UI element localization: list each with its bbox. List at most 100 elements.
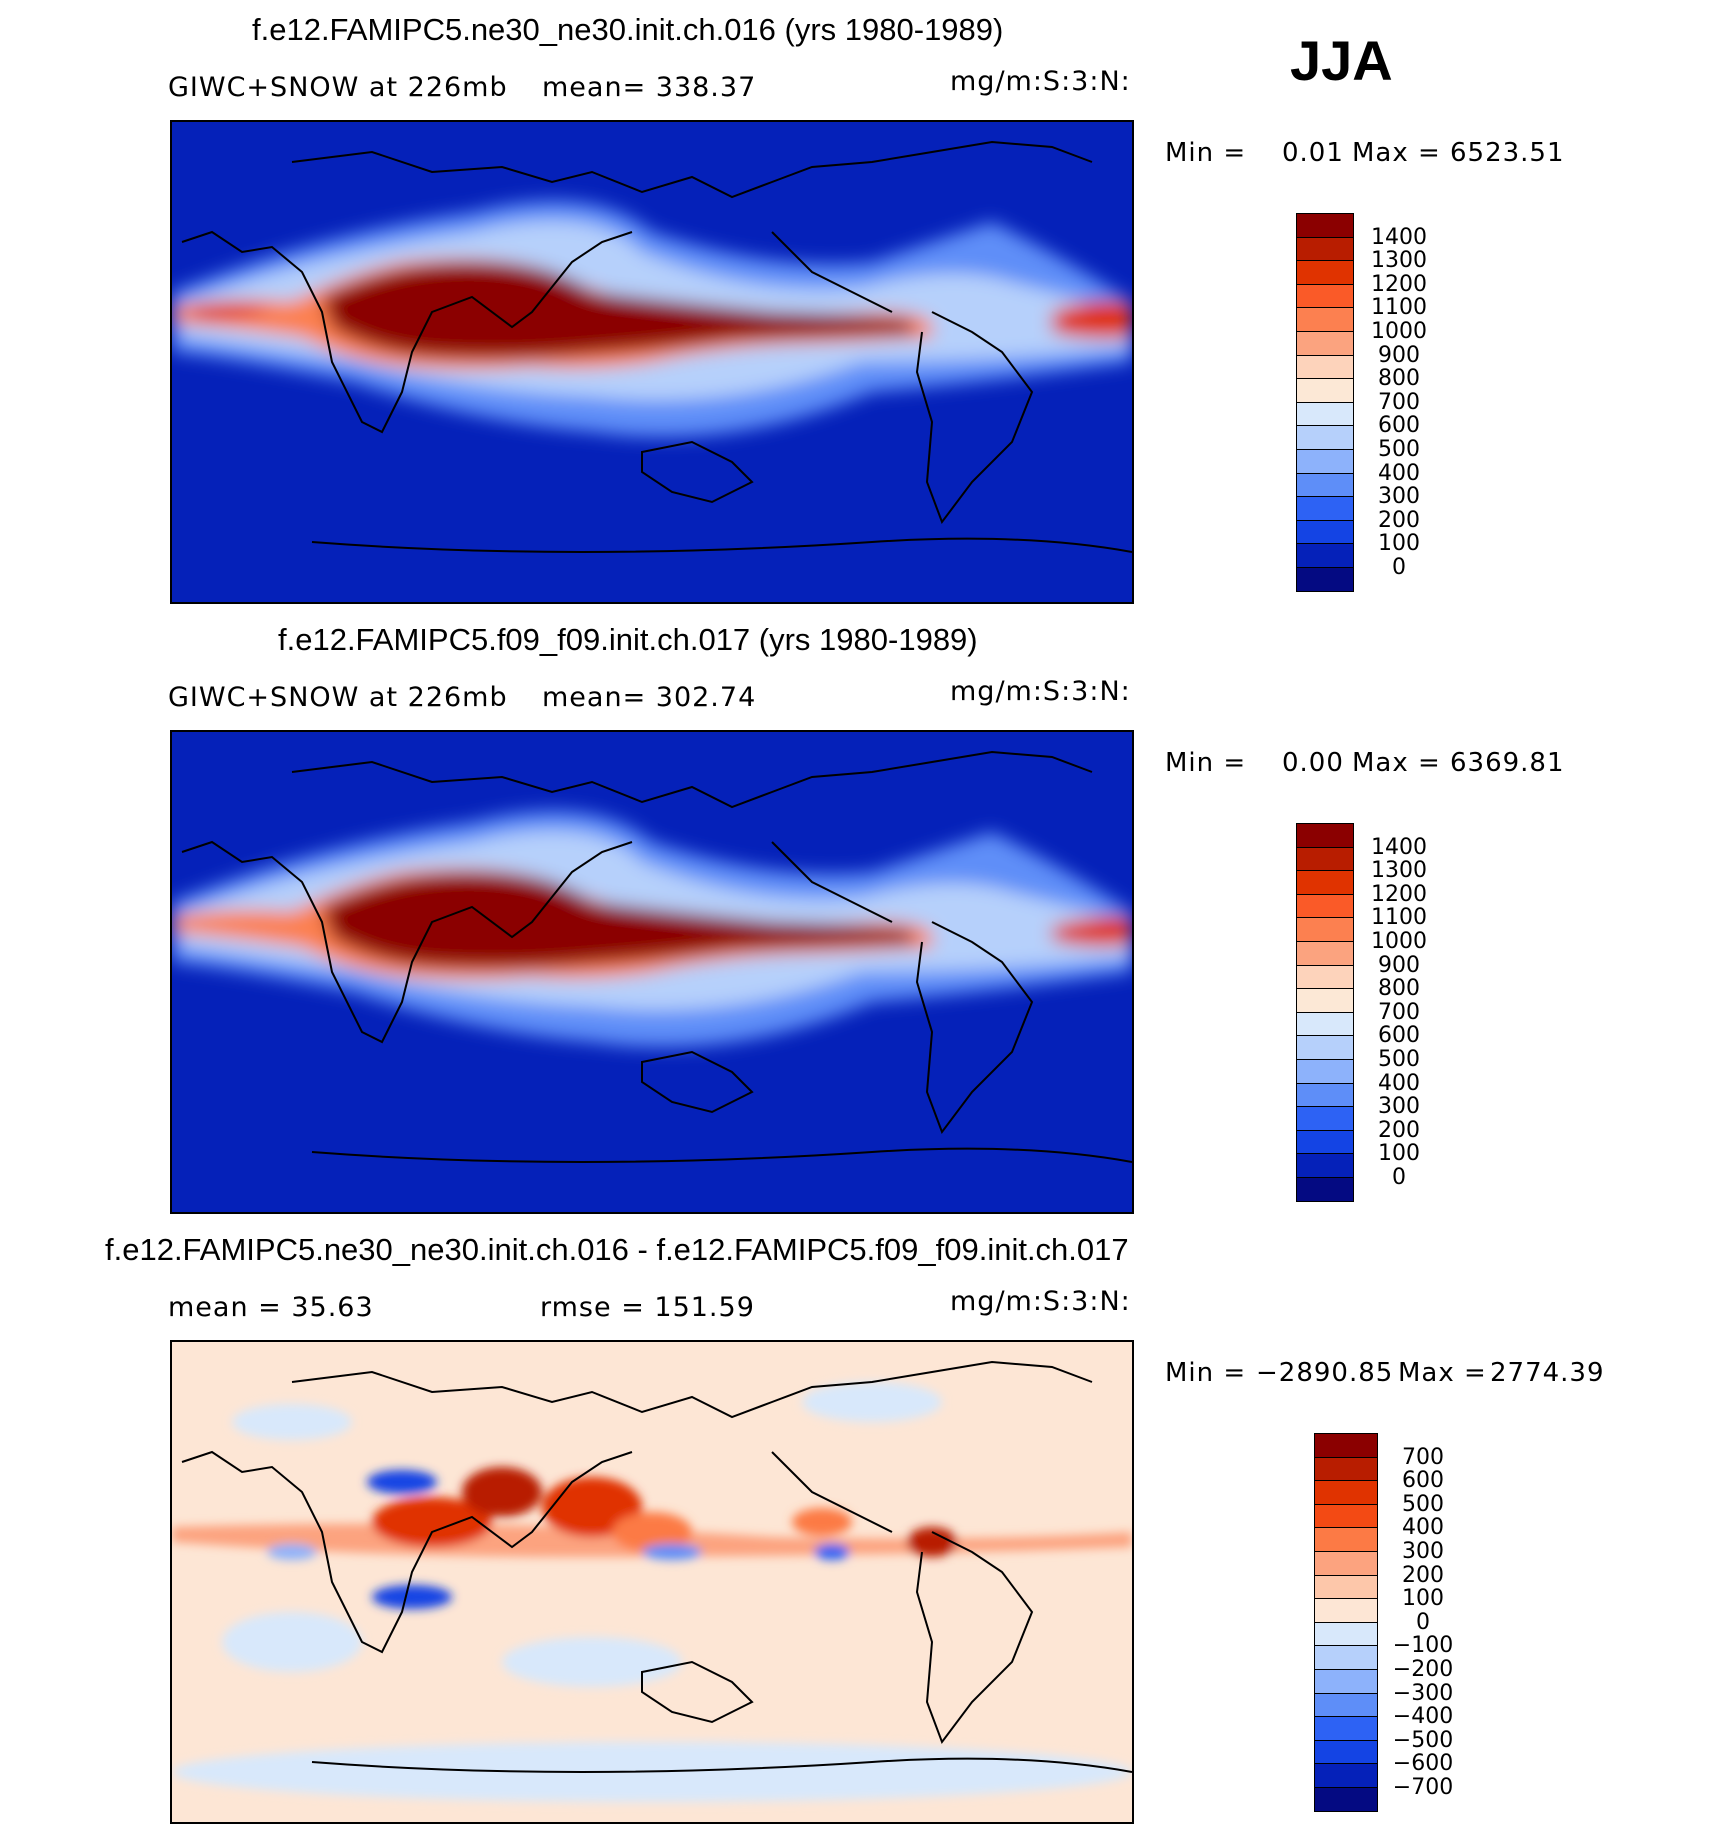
map-panel — [170, 1340, 1134, 1824]
colorbar-label: −200 — [1392, 1657, 1454, 1682]
colorbar-label: 700 — [1378, 999, 1420, 1025]
colorbar-swatch — [1296, 988, 1354, 1013]
colorbar-swatch — [1296, 1082, 1354, 1108]
rmse-label: rmse = 151.59 — [540, 1292, 755, 1323]
units-label: mg/m:S:3:N: — [950, 66, 1131, 97]
panel-title: f.e12.FAMIPC5.f09_f09.init.ch.017 (yrs 1… — [278, 622, 978, 657]
colorbar-swatch — [1296, 870, 1354, 895]
colorbar-label: 600 — [1402, 1468, 1444, 1494]
min-label: Min = — [1165, 748, 1247, 778]
colorbar-label: 1100 — [1371, 295, 1427, 321]
panel-title: f.e12.FAMIPC5.ne30_ne30.init.ch.016 - f.… — [105, 1232, 1129, 1267]
colorbar-label: 300 — [1378, 484, 1420, 510]
colorbar-swatch — [1296, 425, 1354, 450]
colorbar-label: 0 — [1416, 1609, 1430, 1635]
colorbar-label: 400 — [1378, 460, 1420, 486]
min-value: −2890.85 — [1256, 1358, 1394, 1388]
colorbar-swatch — [1296, 354, 1354, 380]
colorbar-label: 800 — [1378, 366, 1420, 392]
colorbar-label: 400 — [1378, 1070, 1420, 1096]
colorbar-swatch — [1296, 472, 1354, 498]
colorbar-swatch — [1296, 449, 1354, 474]
min-value: 0.01 — [1282, 138, 1344, 168]
colorbar-label: 500 — [1378, 1047, 1420, 1072]
colorbar-swatch — [1296, 941, 1354, 966]
panel-title: f.e12.FAMIPC5.ne30_ne30.init.ch.016 (yrs… — [252, 12, 1004, 47]
colorbar-swatch — [1296, 236, 1354, 262]
colorbar-swatch — [1314, 1503, 1378, 1529]
colorbar-swatch — [1314, 1692, 1378, 1718]
colorbar-swatch — [1314, 1551, 1378, 1576]
colorbar-swatch — [1296, 893, 1354, 919]
colorbar-swatch — [1314, 1574, 1378, 1600]
colorbar-swatch — [1296, 519, 1354, 545]
colorbar-swatch — [1296, 1035, 1354, 1060]
colorbar-swatch — [1296, 567, 1354, 592]
mean-label: mean= 302.74 — [542, 682, 757, 713]
colorbar-swatch — [1296, 213, 1354, 238]
colorbar-label: 500 — [1402, 1491, 1444, 1517]
colorbar-label: 1000 — [1371, 929, 1427, 954]
colorbar-swatch — [1296, 307, 1354, 332]
min-label: Min = — [1165, 138, 1247, 168]
colorbar-label: 200 — [1378, 507, 1420, 533]
colorbar-swatch — [1314, 1787, 1378, 1812]
colorbar-swatch — [1314, 1456, 1378, 1482]
difference-map — [172, 1342, 1132, 1822]
colorbar-label: 0 — [1392, 1165, 1406, 1190]
colorbar-swatch — [1296, 917, 1354, 942]
colorbar-label: 800 — [1378, 976, 1420, 1002]
max-label: Max = — [1398, 1358, 1487, 1388]
colorbar-swatch — [1296, 543, 1354, 568]
colorbar-label: 1000 — [1371, 319, 1427, 344]
map-panel — [170, 730, 1134, 1214]
colorbar-label: 500 — [1378, 437, 1420, 462]
colorbar-swatch — [1296, 260, 1354, 285]
colorbar-swatch — [1314, 1433, 1378, 1458]
colorbar-swatch — [1296, 846, 1354, 872]
colorbar-swatch — [1296, 1011, 1354, 1037]
min-label: Min = — [1165, 1358, 1247, 1388]
colorbar-swatch — [1314, 1716, 1378, 1741]
colorbar-label: 0 — [1392, 555, 1406, 580]
colorbar-label: 100 — [1378, 531, 1420, 557]
colorbar-swatch — [1296, 1153, 1354, 1178]
mean-label: mean= 338.37 — [542, 72, 757, 103]
colorbar-label: 300 — [1378, 1094, 1420, 1120]
colorbar-swatch — [1296, 964, 1354, 990]
colorbar-swatch — [1296, 283, 1354, 309]
colorbar-label: −300 — [1392, 1680, 1454, 1706]
mean-label: mean = 35.63 — [168, 1292, 374, 1323]
colorbar-swatch — [1296, 331, 1354, 356]
colorbar-swatch — [1314, 1621, 1378, 1647]
units-label: mg/m:S:3:N: — [950, 676, 1131, 707]
max-value: 6523.51 — [1450, 138, 1565, 168]
colorbar-label: 1400 — [1371, 224, 1427, 250]
colorbar-swatch — [1314, 1763, 1378, 1788]
colorbar-swatch — [1314, 1645, 1378, 1670]
colorbar-label: −500 — [1392, 1727, 1454, 1753]
colorbar-swatch — [1314, 1739, 1378, 1765]
colorbar-label: −600 — [1392, 1751, 1454, 1777]
colorbar-swatch — [1296, 823, 1354, 848]
colorbar-label: 1300 — [1371, 858, 1427, 884]
season-label: JJA — [1290, 29, 1393, 92]
colorbar-swatch — [1296, 1106, 1354, 1131]
colorbar-swatch — [1296, 401, 1354, 427]
colorbar-swatch — [1314, 1669, 1378, 1694]
colorbar-swatch — [1296, 496, 1354, 521]
colorbar-label: 700 — [1402, 1444, 1444, 1470]
colorbar-swatch — [1314, 1527, 1378, 1552]
colorbar-label: −700 — [1392, 1775, 1454, 1800]
max-value: 6369.81 — [1450, 748, 1565, 778]
field-map — [172, 732, 1132, 1212]
colorbar-swatch — [1296, 1177, 1354, 1202]
colorbar-swatch — [1296, 1129, 1354, 1155]
colorbar-label: 700 — [1378, 389, 1420, 415]
colorbar-label: 600 — [1378, 1023, 1420, 1049]
variable-label: GIWC+SNOW at 226mb — [168, 682, 508, 713]
colorbar-label: 100 — [1378, 1141, 1420, 1167]
colorbar-label: 1400 — [1371, 834, 1427, 860]
colorbar-label: 300 — [1402, 1539, 1444, 1564]
colorbar-label: 1100 — [1371, 905, 1427, 931]
